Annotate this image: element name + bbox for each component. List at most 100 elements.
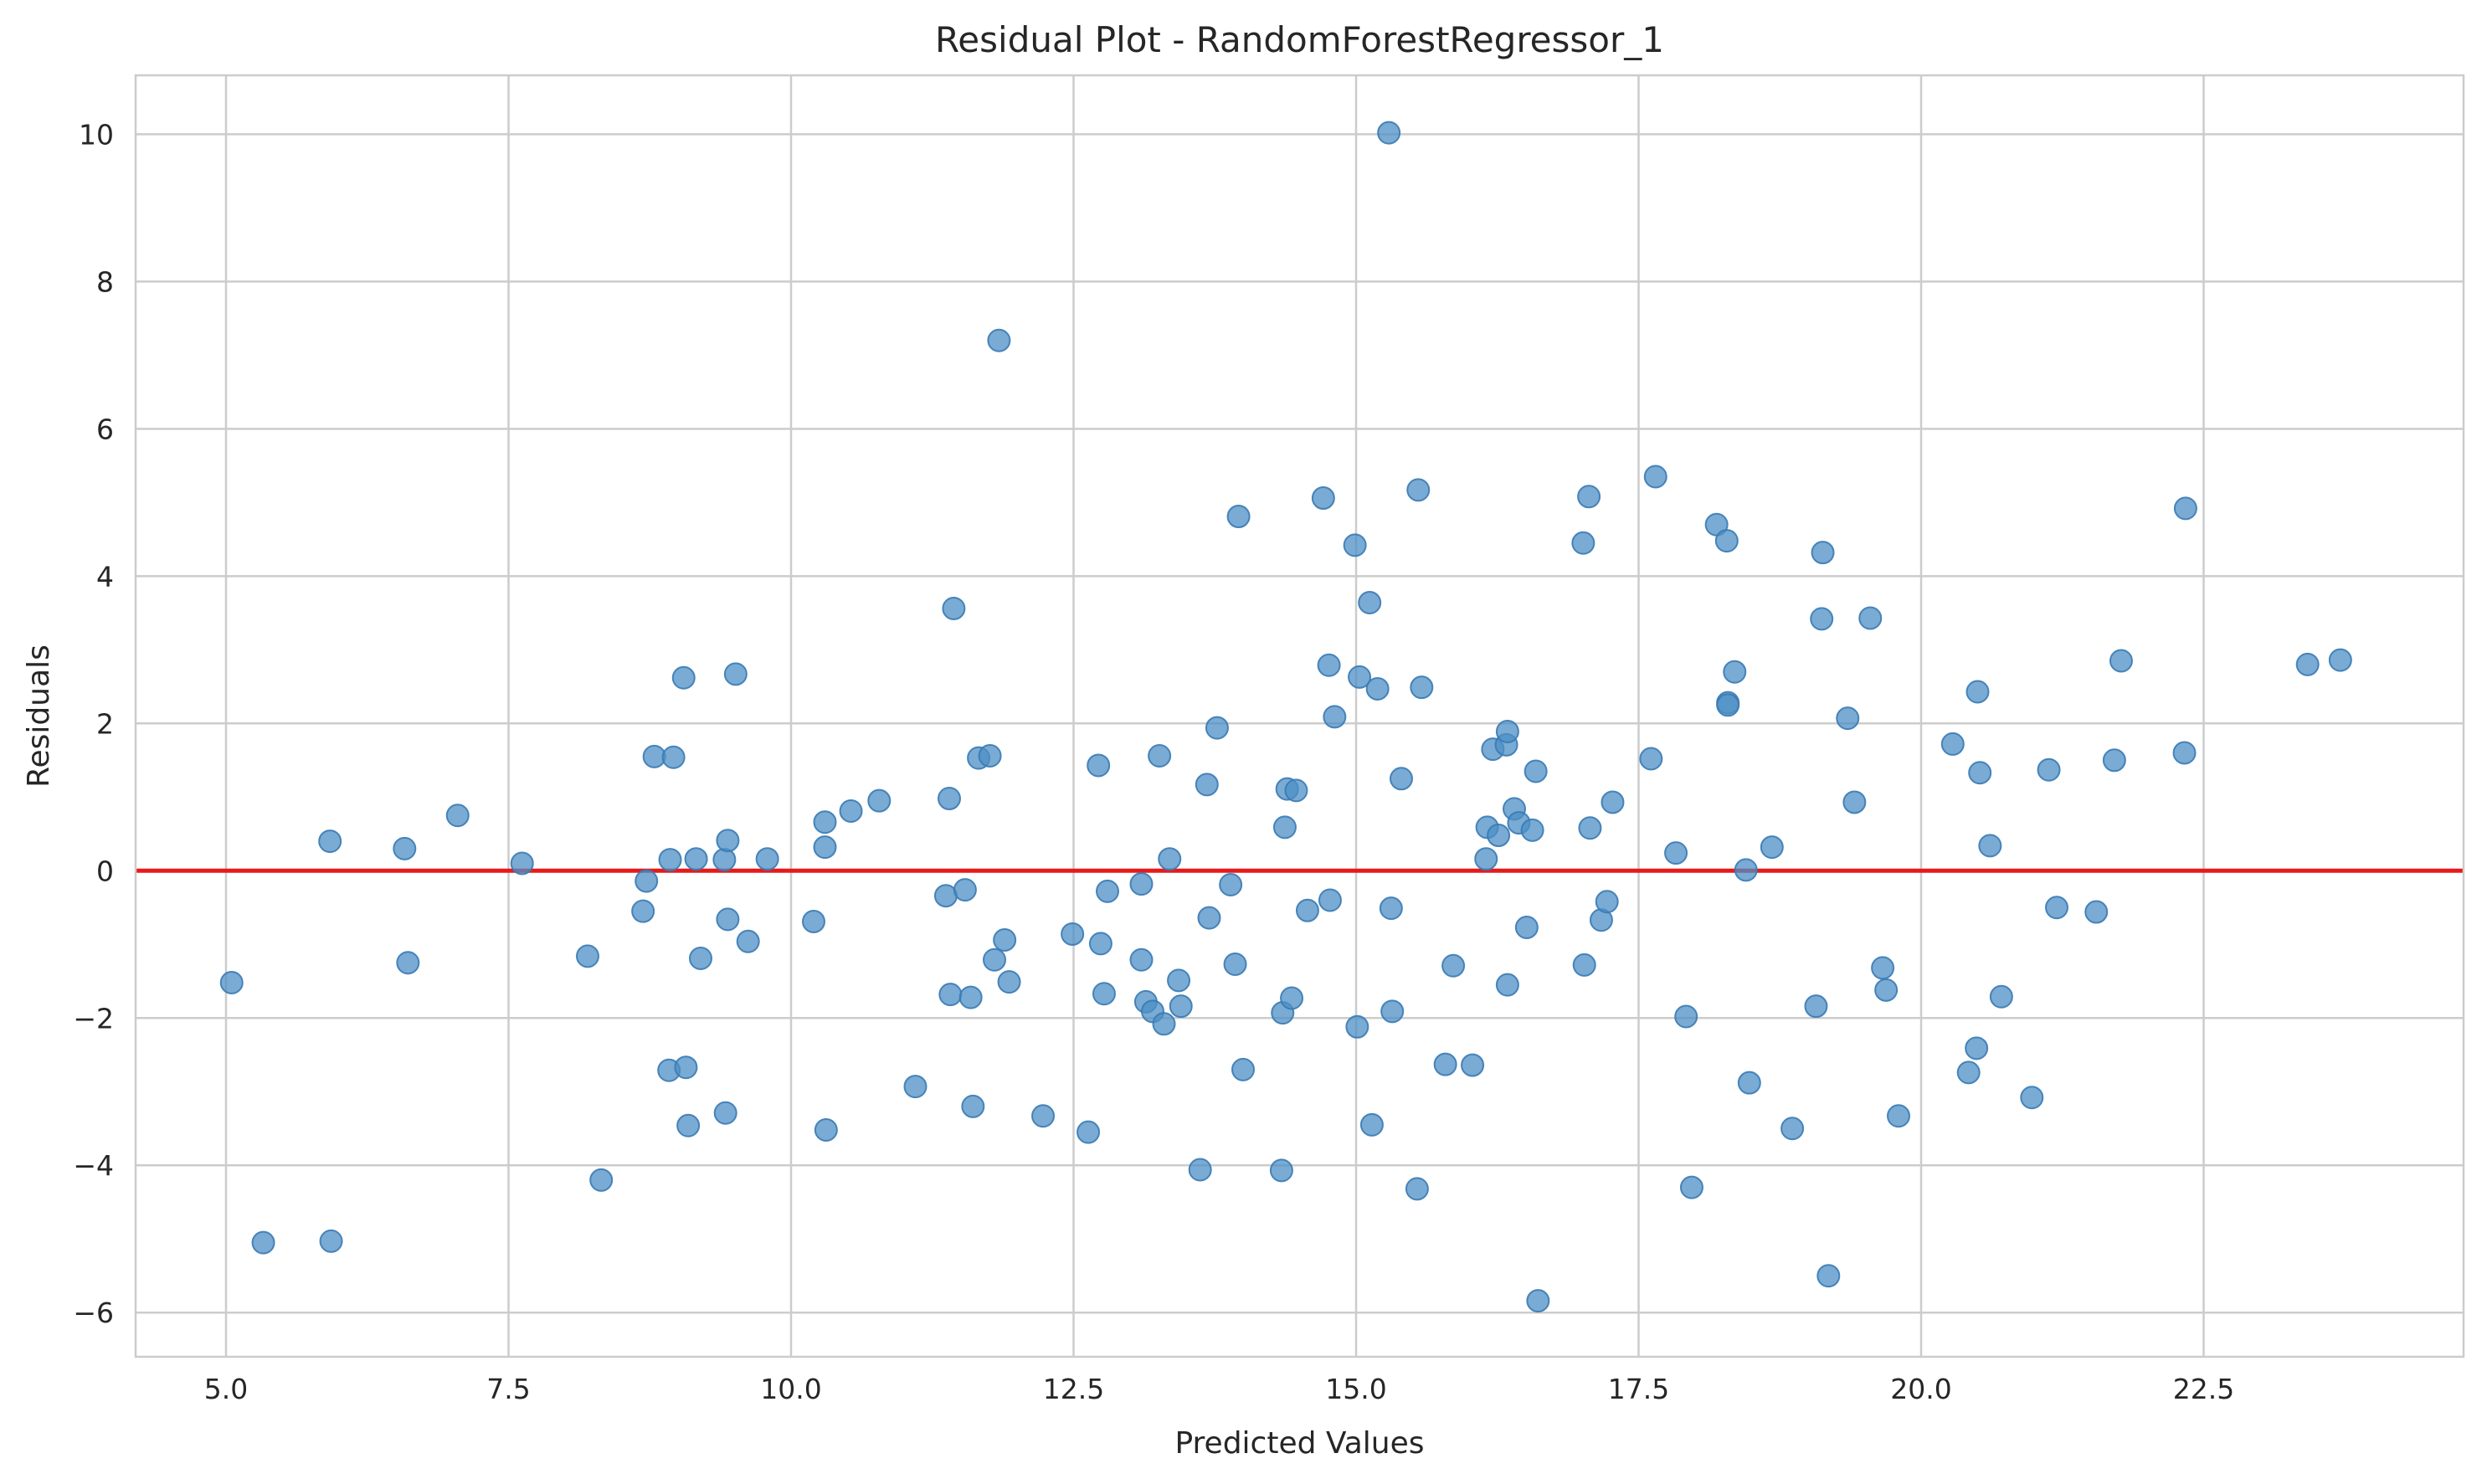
residual-point [2037,757,2061,782]
residual-point [393,836,417,860]
residual-point [2102,748,2126,773]
y-tick-label: 6 [96,413,114,445]
residual-point [1968,761,1992,785]
residual-point [1088,932,1112,956]
residual-point [1495,973,1519,997]
residual-point [1092,982,1116,1006]
y-tick-label: 2 [96,707,114,740]
residual-point [867,788,892,813]
residual-point [1524,759,1548,783]
residual-point [1077,1120,1101,1144]
residual-point [983,947,1006,972]
residual-point [1148,744,1172,768]
residual-point [978,744,1002,768]
chart-title: Residual Plot - RandomForestRegressor_1 [935,19,1664,60]
residual-point [713,1101,737,1125]
residual-point [1643,465,1667,489]
residual-point [1284,778,1308,803]
residual-point [1714,529,1739,553]
residual-point [2328,648,2352,672]
residual-point [1188,1158,1212,1182]
residual-point [445,804,470,828]
residual-point [589,1168,614,1192]
residual-point [1358,590,1382,614]
residual-point [1871,956,1895,980]
residual-point [1272,815,1297,840]
residual-point [674,1055,698,1080]
residual-point [933,884,958,908]
residual-point [1345,1014,1369,1039]
residual-point [1836,706,1860,731]
residual-point [1965,1036,1989,1060]
residual-point [1780,1117,1805,1141]
residual-point [2109,649,2133,673]
x-tick-label: 22.5 [2173,1373,2234,1405]
residual-point [2295,652,2320,676]
y-tick-label: −6 [73,1297,114,1329]
residual-point [813,810,837,834]
residual-point [251,1230,275,1255]
residual-point [903,1075,927,1099]
residual-point [1760,835,1784,860]
residual-point [671,665,696,690]
residual-point [1365,676,1390,701]
residual-point [1734,858,1758,882]
y-tick-label: 10 [79,118,114,151]
residual-point [2084,900,2109,924]
residual-point [1343,533,1367,557]
residual-point [1811,541,1835,565]
residual-point [1317,653,1341,677]
residual-point [1380,999,1405,1024]
x-tick-label: 17.5 [1608,1373,1669,1405]
residual-point [318,829,342,854]
y-tick-label: 0 [96,855,114,887]
residual-point [1956,1060,1981,1085]
residual-point [1390,767,1413,791]
residual-point [1269,1158,1293,1183]
residual-point [635,869,659,893]
residual-point [1087,753,1111,778]
residual-point [1664,841,1688,865]
x-tick-label: 12.5 [1043,1373,1104,1405]
residual-point [938,983,963,1007]
residual-point [2045,896,2068,920]
residual-point [510,851,534,876]
residual-point [1874,978,1899,1002]
residual-point [839,799,863,824]
residual-point [1061,922,1085,946]
residual-point [1842,790,1867,814]
y-tick-label: −2 [73,1002,114,1035]
residual-point [993,927,1017,952]
residual-point [1410,675,1434,700]
residual-point [942,597,966,621]
residual-point [813,835,837,860]
residual-point [1377,121,1401,145]
residual-point [1526,1289,1550,1313]
residual-point [1816,1264,1841,1288]
residual-point [1311,486,1335,511]
residual-point [1223,953,1247,977]
residual-point [1571,531,1595,555]
residual-point [1158,847,1182,871]
residual-point [1520,818,1544,842]
x-tick-label: 5.0 [204,1373,248,1405]
residual-point [1231,1057,1255,1081]
residual-point [1195,773,1219,797]
x-tick-label: 20.0 [1890,1373,1951,1405]
residual-point [1197,906,1221,930]
residual-point [1487,824,1511,848]
residual-point [319,1229,343,1253]
residual-point [1129,872,1154,896]
residual-point [1433,1052,1457,1076]
residual-point [684,847,708,871]
residual-point [1461,1053,1485,1077]
residual-point [1474,847,1498,871]
residual-point [1639,747,1663,771]
x-gridlines [224,75,2205,1357]
residual-point [631,899,655,923]
residual-point [1601,790,1625,814]
plot-frame [134,74,2465,1358]
residual-point [1205,716,1229,740]
